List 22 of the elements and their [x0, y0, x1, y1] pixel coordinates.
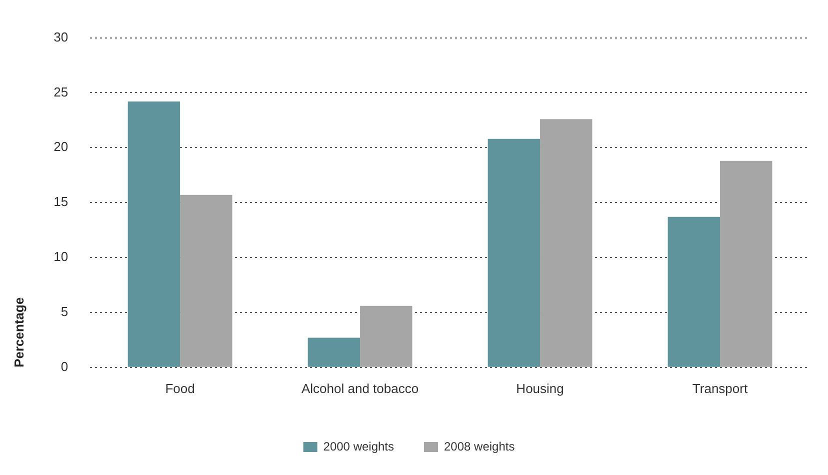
- bar: [180, 194, 232, 367]
- bar: [128, 102, 180, 367]
- y-tick-label: 15: [54, 194, 68, 210]
- bar: [360, 306, 412, 367]
- y-tick-label: 25: [54, 84, 68, 100]
- y-tick-label: 10: [54, 249, 68, 264]
- x-tick-label: Transport: [692, 380, 748, 396]
- x-tick-label: Food: [165, 380, 195, 396]
- bar: [668, 216, 720, 367]
- bar: [720, 160, 772, 367]
- legend-label: 2000 weights: [323, 439, 394, 454]
- y-tick-label: 30: [54, 29, 68, 44]
- y-tick-label: 5: [60, 304, 68, 320]
- y-axis-title: Percentage: [11, 297, 26, 368]
- bar: [308, 338, 360, 367]
- bar: [540, 119, 592, 367]
- x-tick-label: Housing: [516, 380, 564, 396]
- legend-label: 2008 weights: [444, 439, 515, 454]
- x-tick-label: Alcohol and tobacco: [301, 380, 419, 396]
- y-tick-label: 0: [60, 358, 68, 374]
- y-tick-label: 20: [54, 139, 68, 154]
- bar: [488, 138, 540, 367]
